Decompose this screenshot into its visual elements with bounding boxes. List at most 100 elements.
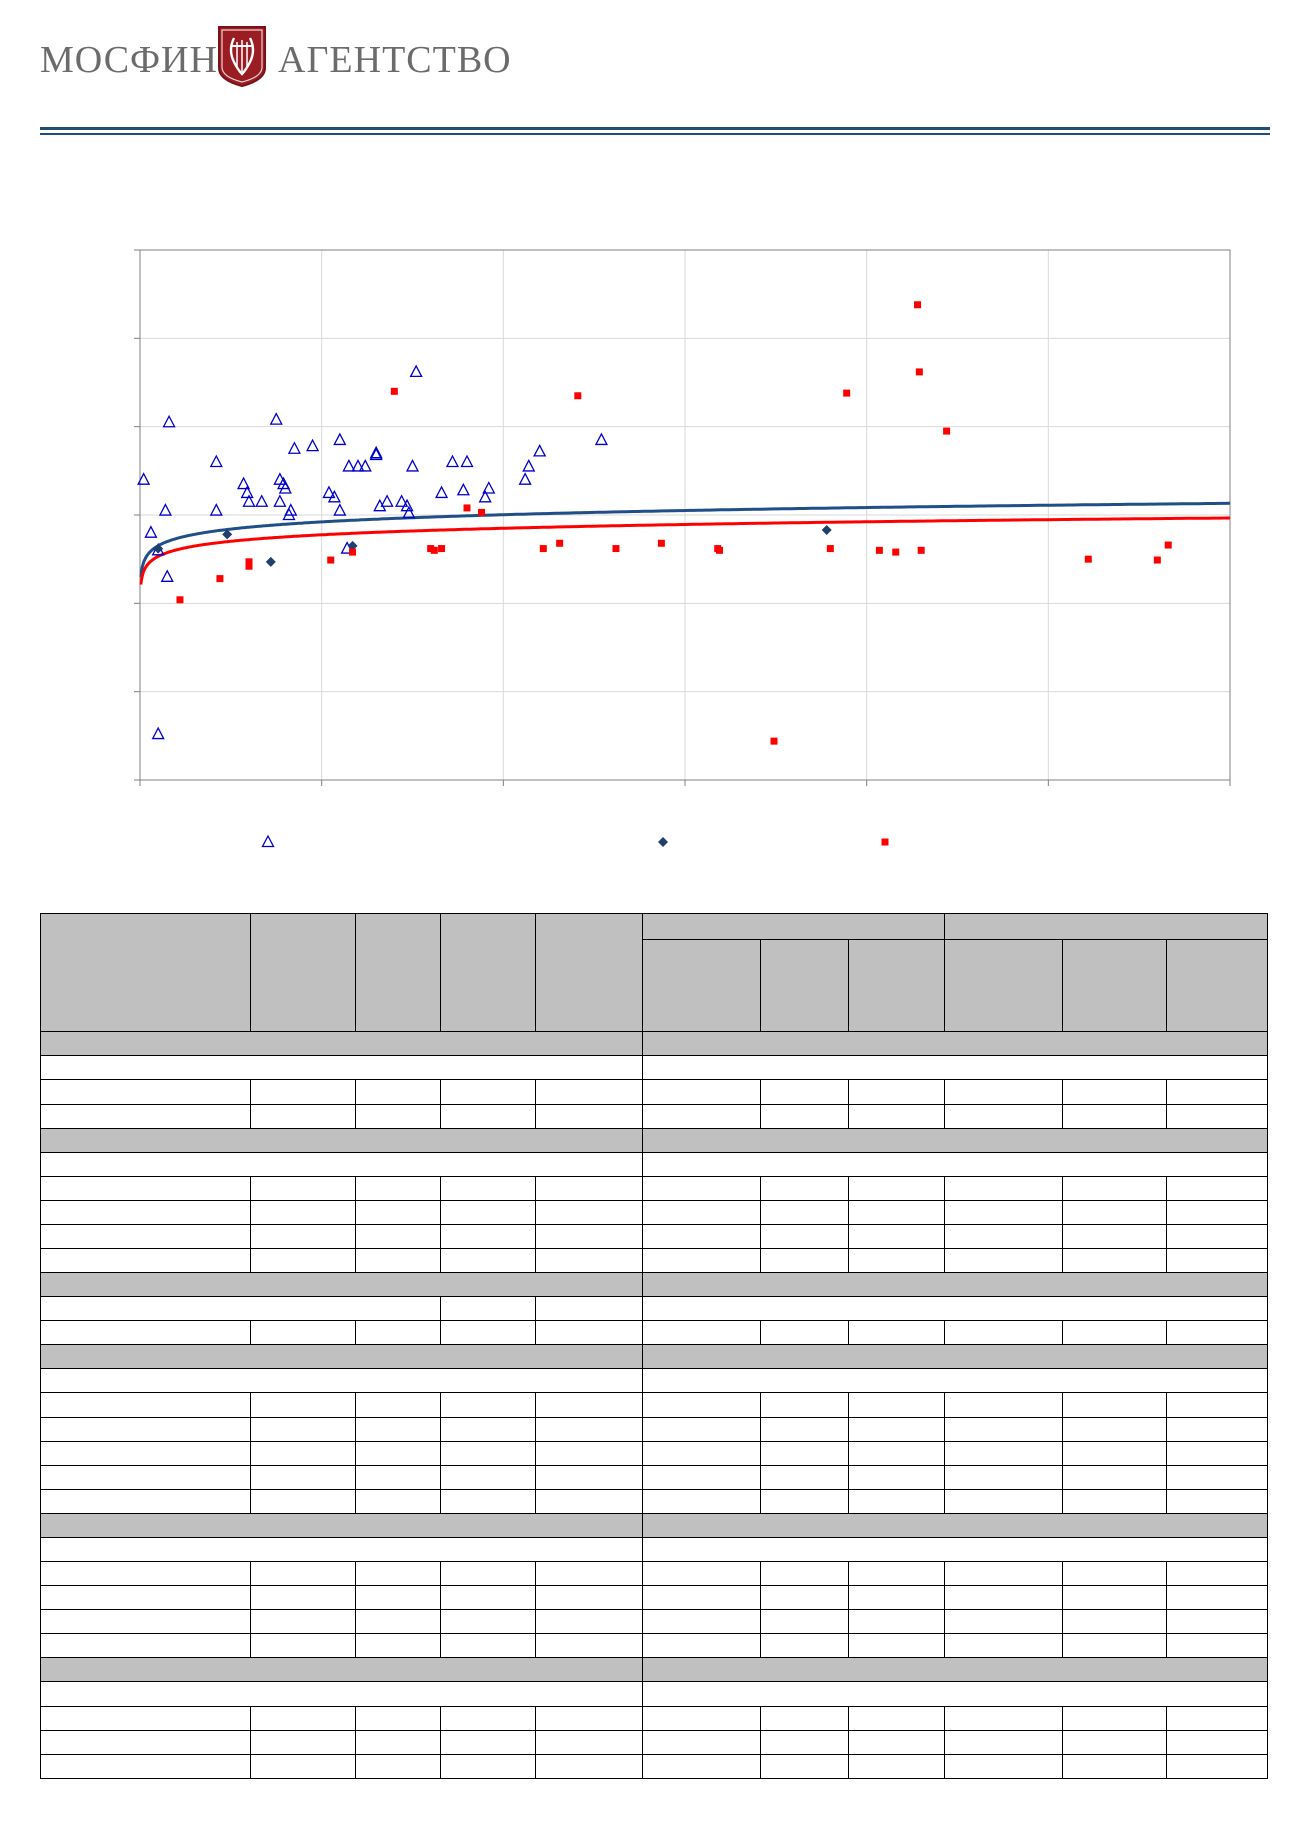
data-point <box>438 545 446 553</box>
table-cell <box>641 1681 1269 1707</box>
data-point <box>478 489 492 503</box>
data-point <box>482 481 496 494</box>
data-point <box>278 481 292 494</box>
data-point <box>402 505 416 519</box>
table-cell <box>440 1585 536 1611</box>
table-cell <box>355 1199 441 1225</box>
table-cell <box>535 1416 643 1442</box>
table-cell <box>40 1705 251 1731</box>
legend-marker <box>261 834 275 848</box>
table-cell <box>1062 1079 1168 1105</box>
table-subsection-row <box>40 1296 1269 1322</box>
table-cell <box>642 1248 761 1274</box>
table-cell <box>641 1031 1269 1057</box>
table-row <box>40 1079 1269 1105</box>
table-cell <box>440 1464 536 1490</box>
table-cell <box>760 1416 849 1442</box>
table-cell <box>1166 1223 1269 1250</box>
data-point <box>430 546 438 554</box>
header-group-cell <box>641 912 946 941</box>
table-cell <box>944 1248 1064 1274</box>
data-point <box>255 494 269 507</box>
table-cell <box>847 1440 946 1466</box>
table-cell <box>250 1079 356 1105</box>
header-cell <box>355 912 441 1033</box>
data-point <box>434 485 449 499</box>
data-point <box>369 447 383 461</box>
table-cell <box>1166 1753 1269 1780</box>
table-cell <box>355 1103 441 1129</box>
table-cell <box>641 1127 1269 1153</box>
header-rule-thin <box>40 133 1270 135</box>
table-cell <box>1062 1729 1168 1755</box>
data-point <box>137 472 151 485</box>
table-cell <box>944 1392 1064 1418</box>
table-cell <box>944 1729 1064 1755</box>
table-cell <box>250 1416 356 1442</box>
table-row <box>40 1199 1269 1225</box>
table-cell <box>642 1320 761 1346</box>
table-cell <box>440 1705 536 1731</box>
table-cell <box>250 1729 356 1755</box>
header-cell <box>847 939 946 1033</box>
table-cell <box>641 1151 1269 1177</box>
table-cell <box>641 1344 1269 1370</box>
table-cell <box>355 1585 441 1611</box>
table-cell <box>1062 1464 1168 1490</box>
table-cell <box>440 1199 536 1225</box>
table-cell <box>847 1416 946 1442</box>
table-cell <box>642 1729 761 1755</box>
table-cell <box>535 1729 643 1755</box>
table-cell <box>642 1199 761 1225</box>
brand-name-right: АГЕНТСТВО <box>278 39 512 81</box>
data-point <box>821 525 832 536</box>
data-point <box>1164 541 1172 549</box>
table-cell <box>440 1392 536 1418</box>
data-point <box>369 445 383 459</box>
data-point <box>917 546 925 554</box>
table-cell <box>847 1175 946 1201</box>
table-row <box>40 1223 1269 1250</box>
table-cell <box>40 1609 251 1635</box>
table-cell <box>1062 1705 1168 1731</box>
header-cell <box>535 912 643 1033</box>
data-point <box>914 301 922 309</box>
table-section-row <box>40 1031 1269 1057</box>
table-cell <box>642 1392 761 1418</box>
table-cell <box>944 1561 1064 1587</box>
table-cell <box>1062 1585 1168 1611</box>
data-point <box>539 545 547 553</box>
table-cell <box>944 1103 1064 1129</box>
table-cell <box>250 1175 356 1201</box>
table-cell <box>355 1223 441 1250</box>
table-cell <box>535 1609 643 1635</box>
table-cell <box>355 1609 441 1635</box>
table-section-row <box>40 1272 1269 1298</box>
table-cell <box>1166 1248 1269 1274</box>
data-point <box>1084 555 1092 563</box>
table-cell <box>847 1488 946 1514</box>
table-row <box>40 1561 1269 1587</box>
data-point <box>342 459 356 472</box>
legend <box>261 834 889 848</box>
table-cell <box>847 1320 946 1346</box>
table-cell <box>355 1464 441 1490</box>
table-cell <box>642 1561 761 1587</box>
brand-name-left: МОСФИН <box>40 39 218 81</box>
table-cell <box>250 1248 356 1274</box>
table-cell <box>847 1079 946 1105</box>
table-cell <box>847 1392 946 1418</box>
header-cell <box>760 939 849 1033</box>
table-cell <box>40 1536 643 1563</box>
data-point <box>518 472 532 485</box>
table-cell <box>535 1248 643 1274</box>
table-cell <box>847 1633 946 1659</box>
table-cell <box>1062 1103 1168 1129</box>
table-cell <box>40 1681 643 1707</box>
plot-area <box>139 249 1231 781</box>
table-row <box>40 1440 1269 1466</box>
table-cell <box>250 1392 356 1418</box>
table-row <box>40 1175 1269 1201</box>
table-cell <box>535 1633 643 1659</box>
data-point <box>265 556 276 567</box>
